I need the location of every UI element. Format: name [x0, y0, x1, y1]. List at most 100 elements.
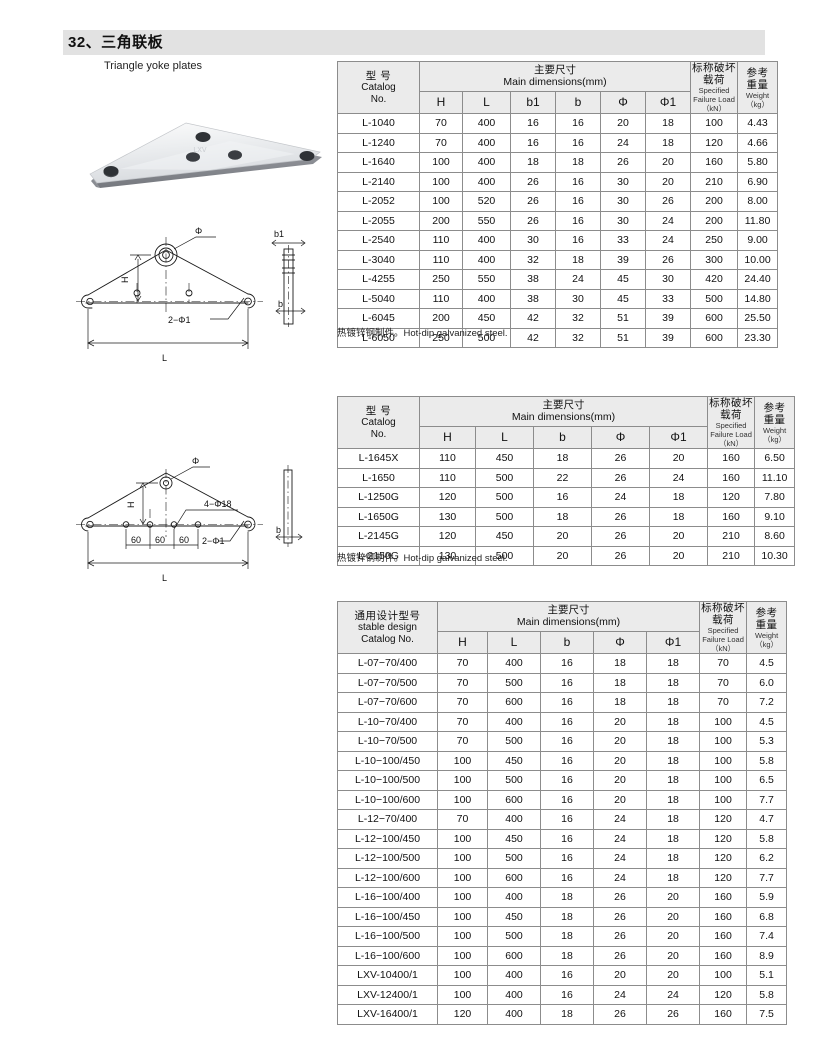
cell-value: 24 — [593, 809, 647, 830]
cell-value: 6.8 — [746, 906, 788, 927]
th-dims-en: Main dimensions(mm) — [503, 76, 607, 89]
table-row: L-1650G 130 500 18 26 18 160 9.10 — [337, 506, 796, 527]
cell-value: 70 — [699, 692, 748, 713]
cell-value: 4.43 — [737, 113, 779, 134]
cell-value: 18 — [555, 249, 601, 270]
cell-value: 16 — [540, 711, 594, 732]
cell-value: 500 — [487, 731, 541, 752]
cell-value: 18 — [540, 906, 594, 927]
cell-value: 7.5 — [746, 1004, 788, 1025]
drawing1-label-H: H — [120, 277, 130, 284]
table-row: L-12−100/450 100 450 16 24 18 120 5.8 — [337, 828, 788, 849]
cell-value: 500 — [475, 545, 534, 566]
cell-value: 130 — [419, 545, 476, 566]
cell-catalog-no: L-1040 — [337, 113, 420, 134]
cell-value: 18 — [644, 132, 692, 153]
cell-value: 400 — [462, 230, 511, 251]
cell-value: 42 — [510, 308, 556, 329]
cell-value: 600 — [690, 327, 739, 348]
table-row: L-10−100/450 100 450 16 20 18 100 5.8 — [337, 750, 788, 771]
cell-value: 32 — [510, 249, 556, 270]
cell-value: 20 — [600, 113, 646, 134]
cell-value: 18 — [540, 945, 594, 966]
cell-value: 450 — [487, 828, 541, 849]
th-col-phi1: Φ1 — [644, 90, 692, 115]
cell-value: 7.4 — [746, 926, 788, 947]
cell-value: 30 — [555, 288, 601, 309]
cell-value: 26 — [593, 945, 647, 966]
th-col-L: L — [475, 425, 534, 450]
cell-value: 110 — [419, 448, 476, 469]
cell-value: 70 — [419, 132, 463, 153]
th-weight: 参考 重量 Weight （kg） — [737, 61, 779, 114]
cell-value: 70 — [419, 113, 463, 134]
th-load-cn2: 载荷 — [720, 409, 743, 421]
cell-value: 120 — [699, 867, 748, 888]
th-dims-en: Main dimensions(mm) — [516, 616, 621, 629]
cell-value: 33 — [644, 288, 692, 309]
cell-value: 120 — [699, 848, 748, 869]
cell-value: 210 — [690, 171, 739, 192]
cell-value: 70 — [437, 672, 488, 693]
cell-value: 26 — [510, 210, 556, 231]
cell-value: 100 — [699, 770, 748, 791]
cell-value: 18 — [593, 672, 647, 693]
cell-value: 26 — [591, 545, 650, 566]
th-stable-en1: stable design — [358, 621, 417, 633]
cell-value: 39 — [644, 327, 692, 348]
cell-value: 16 — [510, 113, 556, 134]
footnote-2: 热镀锌钢制件。Hot-dip galvanized steel. — [337, 553, 508, 564]
drawing2-label-holes: 2−Φ1 — [202, 536, 224, 546]
cell-value: 16 — [540, 692, 594, 713]
th-load-en2: Failure Load — [702, 635, 744, 644]
drawing1-label-b: b — [278, 299, 283, 309]
cell-value: 100 — [699, 731, 748, 752]
cell-catalog-no: L-1240 — [337, 132, 420, 153]
cell-value: 20 — [645, 945, 701, 966]
cell-catalog-no: L-10−100/450 — [337, 750, 438, 771]
th-col-b: b — [540, 630, 594, 655]
cell-value: 100 — [437, 906, 488, 927]
cell-value: 250 — [419, 327, 463, 348]
cell-value: 18 — [644, 113, 692, 134]
table-row: L-12−100/500 100 500 16 24 18 120 6.2 — [337, 848, 788, 869]
cell-value: 16 — [540, 750, 594, 771]
cell-value: 160 — [690, 152, 739, 173]
th-col-H: H — [419, 425, 476, 450]
cell-value: 39 — [600, 249, 646, 270]
drawing1-label-phi: Φ — [195, 226, 202, 236]
cell-value: 5.8 — [746, 750, 788, 771]
cell-value: 9.10 — [754, 506, 796, 527]
cell-value: 100 — [437, 750, 488, 771]
cell-value: 33 — [600, 230, 646, 251]
cell-value: 16 — [555, 210, 601, 231]
cell-value: 70 — [437, 711, 488, 732]
cell-catalog-no: L-5040 — [337, 288, 420, 309]
cell-value: 6.50 — [754, 448, 796, 469]
cell-value: 100 — [699, 965, 748, 986]
cell-value: 70 — [437, 692, 488, 713]
spec-table-3-body: L-07−70/400 70 400 16 18 18 70 4.5 L-07−70/500 70… — [337, 653, 788, 1025]
spec-table-2: 型 号 Catalog No. 主要尺寸 Main dimensions(mm)… — [337, 396, 796, 566]
cell-value: 26 — [600, 152, 646, 173]
th-load-en1: Specified — [707, 626, 739, 635]
cell-value: 120 — [707, 487, 756, 508]
cell-value: 250 — [419, 269, 463, 290]
cell-value: 210 — [707, 545, 756, 566]
table-row: L-10−100/500 100 500 16 20 18 100 6.5 — [337, 770, 788, 791]
cell-value: 160 — [699, 887, 748, 908]
th-catalog-cn: 型 号 — [365, 69, 392, 82]
cell-value: 16 — [555, 113, 601, 134]
cell-value: 550 — [462, 210, 511, 231]
cell-value: 18 — [645, 672, 701, 693]
th-col-phi: Φ — [593, 630, 647, 655]
table-row: L-16−100/450 100 450 18 26 20 160 6.8 — [337, 906, 788, 927]
th-stable-cn: 通用设计型号 — [354, 609, 421, 622]
cell-value: 130 — [419, 506, 476, 527]
table-row: L-1645X 110 450 18 26 20 160 6.50 — [337, 448, 796, 469]
cell-value: 24 — [593, 848, 647, 869]
cell-value: 20 — [644, 171, 692, 192]
th-catalog-en1: Catalog — [361, 416, 396, 428]
th-load-cn1: 标称破坏 — [709, 397, 754, 409]
cell-value: 18 — [645, 653, 701, 674]
